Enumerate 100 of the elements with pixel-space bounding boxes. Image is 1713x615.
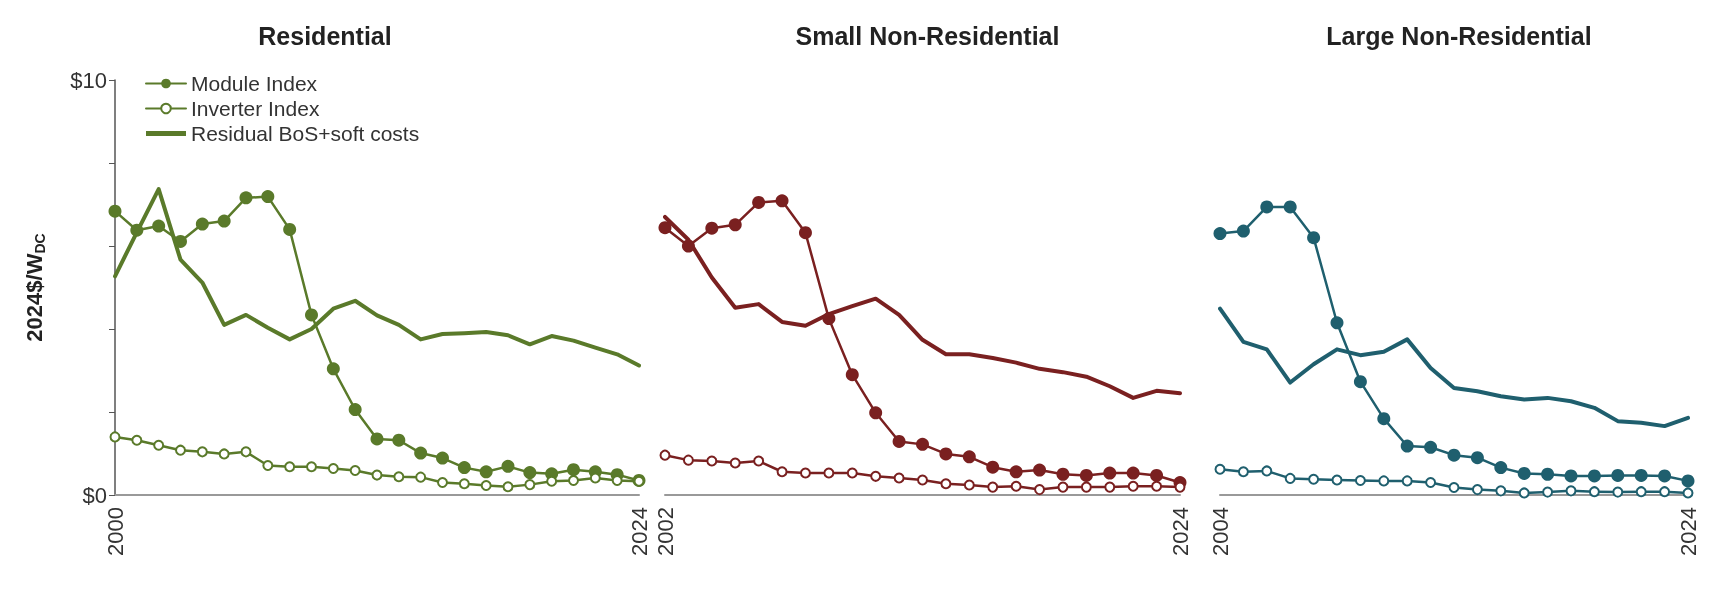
legend-label: Module Index [191, 72, 318, 95]
point [306, 461, 317, 473]
point [963, 479, 975, 491]
point [1284, 472, 1296, 484]
point [1260, 200, 1274, 214]
point [893, 472, 905, 484]
point [1034, 484, 1046, 496]
point [1353, 375, 1367, 389]
point [1659, 486, 1671, 498]
point [567, 463, 580, 477]
point [1587, 469, 1601, 483]
point [1056, 467, 1070, 481]
point [130, 223, 144, 237]
point [1079, 469, 1093, 482]
point [1517, 466, 1531, 480]
point [1009, 465, 1023, 479]
point [682, 454, 694, 466]
point [1330, 316, 1344, 330]
point [305, 308, 318, 322]
point [393, 471, 405, 483]
point [1612, 486, 1624, 498]
point [986, 460, 1000, 474]
point [457, 461, 471, 475]
point [1518, 487, 1530, 499]
point [524, 479, 536, 491]
point [1236, 224, 1250, 238]
point [240, 446, 252, 458]
point [658, 221, 672, 235]
point [987, 481, 999, 493]
point [1542, 486, 1554, 498]
point [437, 477, 448, 489]
point [261, 190, 275, 204]
point [1681, 474, 1695, 488]
point [1151, 480, 1163, 492]
point [1658, 469, 1672, 483]
point [1611, 469, 1625, 482]
point [1377, 412, 1391, 426]
point [196, 446, 208, 458]
point [414, 446, 428, 460]
point [1033, 463, 1047, 477]
point [349, 465, 361, 477]
chart-title: Large Non-Residential [1326, 21, 1592, 50]
point [1564, 469, 1578, 483]
x-tick-label: 2024 [1675, 507, 1701, 556]
point [1425, 477, 1437, 489]
point [392, 433, 406, 447]
point [1354, 474, 1366, 486]
point [1261, 465, 1273, 477]
point [218, 448, 230, 460]
point [1682, 487, 1694, 499]
point [370, 432, 384, 446]
point [1400, 439, 1414, 453]
point [1424, 440, 1438, 454]
point [869, 406, 883, 420]
point [729, 457, 741, 469]
point [681, 239, 695, 253]
point [1127, 480, 1139, 492]
point [1308, 473, 1320, 485]
point [1150, 469, 1164, 482]
point [753, 455, 765, 467]
x-tick-label: 2004 [1207, 507, 1233, 556]
point [822, 312, 836, 326]
point [1104, 481, 1116, 493]
point [1283, 200, 1297, 214]
point [371, 469, 383, 481]
point [1401, 475, 1413, 487]
point [1634, 469, 1648, 482]
point [728, 218, 742, 232]
x-tick-label: 2024 [626, 507, 652, 556]
point [501, 459, 515, 473]
point [523, 466, 537, 480]
point [917, 474, 928, 486]
point [1126, 466, 1140, 480]
point [327, 462, 339, 474]
point [239, 191, 253, 205]
point [1447, 448, 1461, 462]
point [217, 214, 231, 228]
point [1331, 474, 1343, 486]
point [916, 437, 929, 451]
point [776, 466, 788, 478]
point [1057, 481, 1069, 493]
point [659, 449, 671, 461]
point [108, 204, 122, 218]
point [415, 471, 427, 483]
point [153, 439, 165, 451]
point [195, 217, 209, 231]
point [706, 455, 718, 467]
point [174, 234, 187, 248]
point [1010, 480, 1022, 492]
point [870, 470, 882, 482]
point [152, 219, 166, 233]
point [752, 195, 766, 209]
point [939, 447, 953, 461]
point [436, 451, 449, 465]
point [458, 478, 470, 490]
point [1588, 486, 1600, 498]
point [1470, 451, 1484, 465]
point [1495, 485, 1507, 497]
x-tick-label: 2024 [1167, 507, 1193, 556]
point [109, 431, 121, 443]
